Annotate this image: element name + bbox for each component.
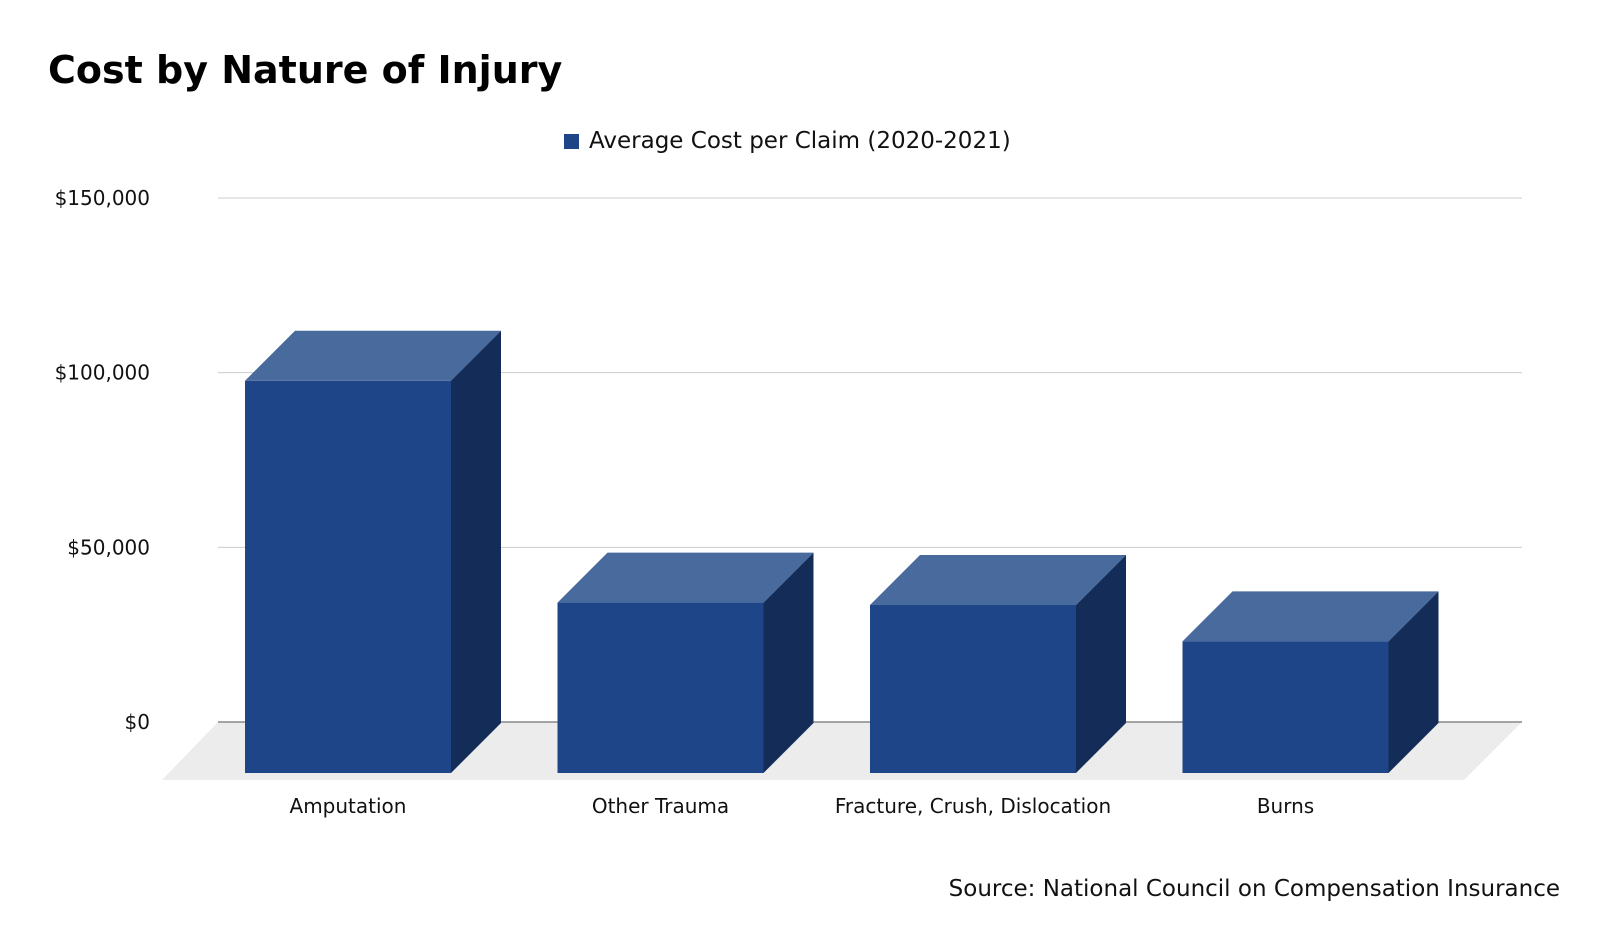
x-tick-label: Burns (1257, 794, 1314, 818)
bar-front (870, 605, 1076, 773)
bar-front (557, 602, 764, 773)
legend-label: Average Cost per Claim (2020-2021) (589, 128, 1011, 154)
x-tick-label: Amputation (290, 794, 407, 818)
bar-side (451, 330, 501, 773)
bar-side (1076, 555, 1126, 773)
chart-floor (162, 722, 1522, 780)
legend-swatch (564, 133, 579, 149)
bar-top (245, 330, 501, 381)
bar-top (1182, 591, 1439, 642)
y-tick-label: $100,000 (55, 361, 150, 385)
x-tick-label: Other Trauma (592, 794, 729, 818)
legend: Average Cost per Claim (2020-2021) (564, 128, 1011, 154)
y-tick-label: $150,000 (55, 186, 150, 210)
bar-front (1182, 641, 1389, 773)
x-tick-label: Fracture, Crush, Dislocation (835, 794, 1111, 818)
bar-front (245, 380, 451, 773)
bar-side (1388, 591, 1439, 773)
y-tick-label: $50,000 (67, 535, 150, 559)
source-note: Source: National Council on Compensation… (948, 876, 1560, 902)
bar-top (557, 552, 814, 603)
bar-top (870, 555, 1126, 606)
chart-title: Cost by Nature of Injury (48, 48, 563, 92)
y-tick-label: $0 (125, 710, 150, 734)
bar-side (763, 552, 814, 773)
